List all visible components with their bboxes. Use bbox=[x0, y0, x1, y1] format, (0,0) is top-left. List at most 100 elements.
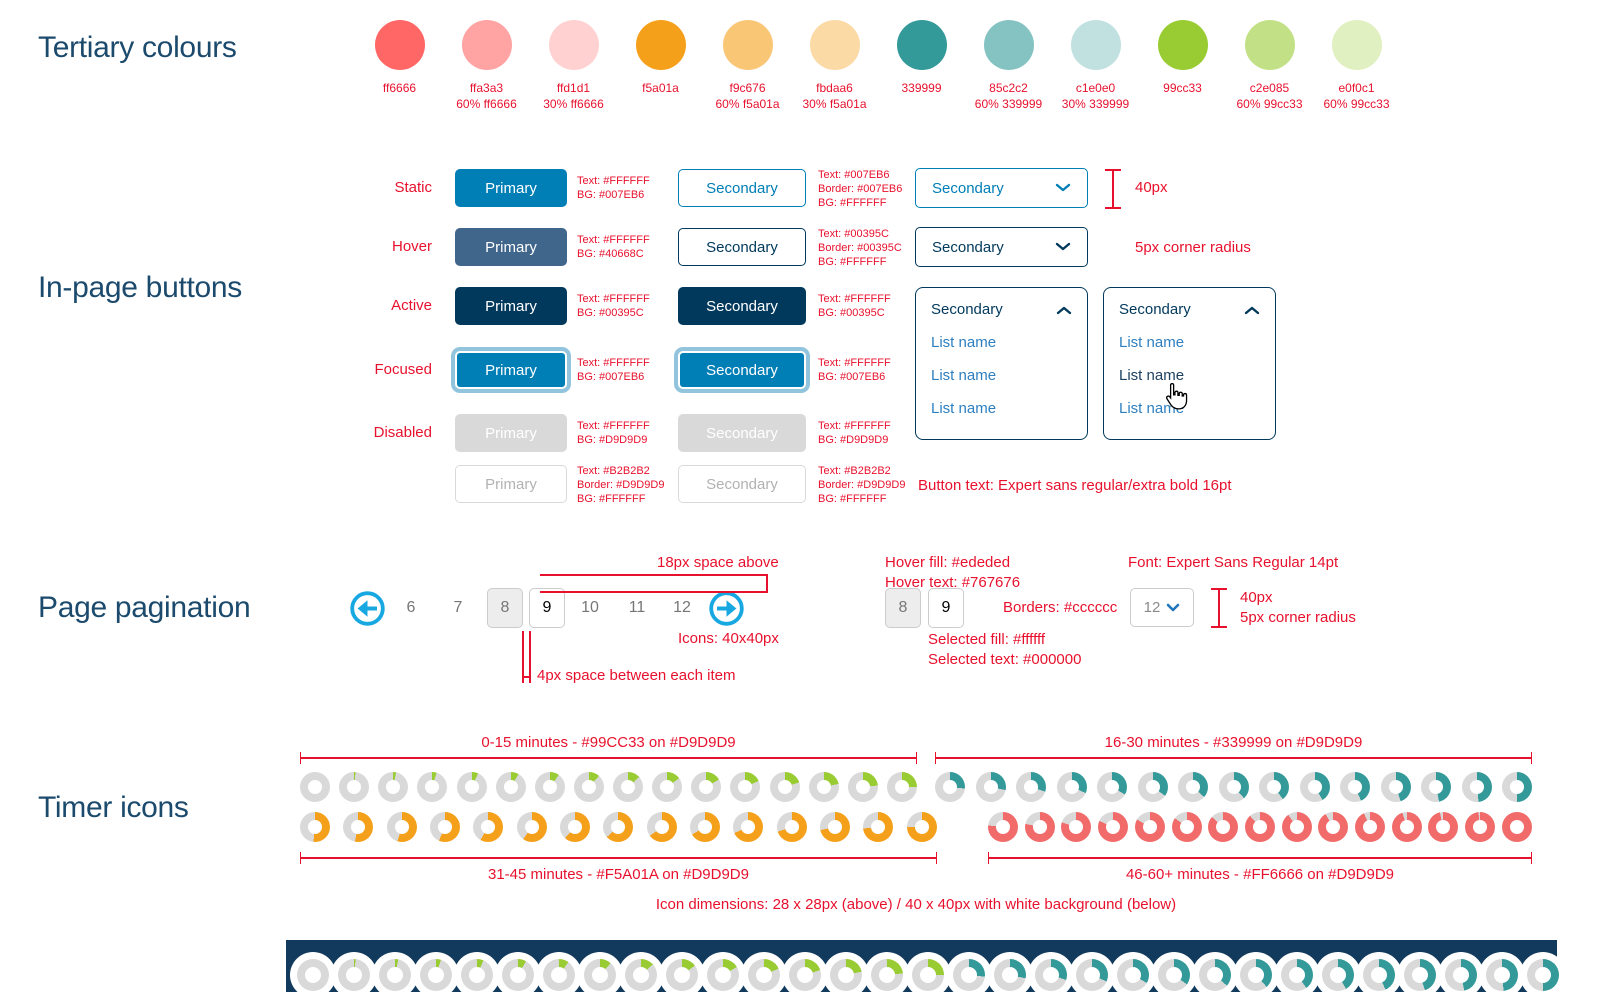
swatch-label: 99cc33 bbox=[1163, 81, 1202, 95]
page-number[interactable]: 6 bbox=[406, 599, 416, 616]
timer-icon-white-bg bbox=[1274, 952, 1320, 992]
timer-donut-icon bbox=[603, 812, 634, 842]
dropdown-header[interactable]: Secondary bbox=[1104, 288, 1275, 318]
dropdown-header[interactable]: Secondary bbox=[916, 288, 1087, 318]
timer-donut-icon bbox=[808, 772, 839, 802]
timer-icon-white-bg bbox=[454, 952, 500, 992]
timer-donut-icon bbox=[1404, 959, 1436, 991]
swatch-label: f9c676 60% f5a01a bbox=[715, 81, 780, 111]
secondary-dropdown-static[interactable]: Secondary bbox=[915, 168, 1088, 208]
timer-donut-icon bbox=[584, 959, 616, 991]
timer-donut-icon bbox=[461, 959, 493, 991]
timer-donut-icon bbox=[769, 772, 800, 802]
timer-donut-icon bbox=[338, 959, 370, 991]
timer-icon-white-bg bbox=[1192, 952, 1238, 992]
page-number-selected-sample[interactable]: 9 bbox=[928, 588, 964, 628]
timer-donut-icon bbox=[707, 959, 739, 991]
page-number-hovered[interactable]: 8 bbox=[487, 588, 523, 628]
timer-icon-white-bg bbox=[946, 952, 992, 992]
page-size-select[interactable]: 12 bbox=[1130, 588, 1194, 627]
gap-mark-line bbox=[522, 631, 524, 683]
pagination-next-icon[interactable] bbox=[708, 590, 745, 627]
secondary-button-active[interactable]: Secondary bbox=[678, 287, 806, 325]
timer-donut-icon bbox=[1199, 959, 1231, 991]
secondary-dropdown-open-hovered[interactable]: Secondary List name List name List name bbox=[1103, 287, 1276, 440]
hand-cursor-icon bbox=[1166, 383, 1188, 410]
timer-donut-icon bbox=[1461, 772, 1492, 802]
space-above-note: 18px space above bbox=[657, 554, 779, 571]
primary-button-active[interactable]: Primary bbox=[455, 287, 567, 325]
timer-donut-icon bbox=[691, 772, 722, 802]
swatch-circle bbox=[374, 20, 425, 70]
secondary-button-disabled-outline[interactable]: Secondary bbox=[678, 465, 806, 503]
gap-mark-line bbox=[529, 631, 531, 683]
primary-button-hover[interactable]: Primary bbox=[455, 228, 567, 266]
timer-donut-icon bbox=[1465, 812, 1496, 842]
timer-donut-icon bbox=[1240, 959, 1272, 991]
secondary-button-hover[interactable]: Secondary bbox=[678, 228, 806, 266]
page-number[interactable]: 7 bbox=[453, 599, 463, 616]
timer-icon-white-bg bbox=[1520, 952, 1566, 992]
borders-note: Borders: #cccccc bbox=[1003, 599, 1118, 616]
timer-icon-white-bg bbox=[1479, 952, 1525, 992]
dropdown-list-item[interactable]: List name bbox=[1119, 400, 1185, 417]
chevron-down-icon bbox=[1055, 242, 1071, 251]
dropdown-list-item[interactable]: List name bbox=[931, 400, 997, 417]
timer-donut-icon bbox=[1428, 812, 1459, 842]
timer-icon-white-bg bbox=[1069, 952, 1115, 992]
page-number[interactable]: 11 bbox=[628, 599, 646, 616]
secondary-dropdown-open[interactable]: Secondary List name List name List name bbox=[915, 287, 1088, 440]
timer-donut-icon bbox=[847, 772, 878, 802]
timer-donut-icon bbox=[906, 812, 937, 842]
timer-bar-row bbox=[290, 952, 1566, 992]
timer-donut-icon bbox=[1158, 959, 1190, 991]
pagination-prev-icon[interactable] bbox=[349, 590, 386, 627]
dropdown-list-item[interactable]: List name bbox=[931, 334, 997, 351]
dropdown-list-item-hovered[interactable]: List name bbox=[1119, 367, 1185, 384]
swatch-label: ffa3a3 60% ff6666 bbox=[456, 81, 517, 111]
page-number[interactable]: 10 bbox=[581, 599, 599, 616]
dropdown-list-item[interactable]: List name bbox=[1119, 334, 1185, 351]
timer-donut-icon bbox=[646, 812, 677, 842]
hover-spec-note: Hover fill: #ededed Hover text: #767676 bbox=[885, 554, 1021, 591]
timer-icon-white-bg bbox=[659, 952, 705, 992]
timer-donut-icon bbox=[994, 959, 1026, 991]
page-number-hovered-sample[interactable]: 8 bbox=[885, 588, 921, 628]
primary-button-disabled[interactable]: Primary bbox=[455, 414, 567, 452]
timer-donut-icon bbox=[543, 959, 575, 991]
height-note: 40px bbox=[1135, 179, 1168, 196]
secondary-button-focused[interactable]: Secondary bbox=[678, 351, 806, 389]
secondary-button-static[interactable]: Secondary bbox=[678, 169, 806, 207]
primary-button-disabled-outline[interactable]: Primary bbox=[455, 465, 567, 503]
swatch-circle bbox=[983, 20, 1034, 70]
primary-button-static[interactable]: Primary bbox=[455, 169, 567, 207]
timer-group-label: 0-15 minutes - #99CC33 on #D9D9D9 bbox=[481, 734, 736, 751]
dropdown-list-item[interactable]: List name bbox=[931, 367, 997, 384]
timer-icon-white-bg bbox=[372, 952, 418, 992]
timer-donut-icon bbox=[988, 812, 1018, 842]
swatch-circle bbox=[1331, 20, 1382, 70]
timer-donut-icon bbox=[430, 812, 461, 842]
secondary-button-disabled[interactable]: Secondary bbox=[678, 414, 806, 452]
page-number-selected[interactable]: 9 bbox=[529, 588, 565, 628]
timer-icon-white-bg bbox=[331, 952, 377, 992]
swatch-label: c2e085 60% 99cc33 bbox=[1236, 81, 1303, 111]
timer-donut-icon bbox=[456, 772, 487, 802]
section-title-page-pagination: Page pagination bbox=[38, 591, 251, 624]
colour-swatch: f5a01a bbox=[617, 20, 704, 112]
timer-donut-icon bbox=[386, 812, 417, 842]
timer-donut-icon bbox=[733, 812, 764, 842]
section-title-timer-icons: Timer icons bbox=[38, 791, 189, 824]
timer-donut-icon bbox=[1340, 772, 1370, 802]
timer-donut-icon bbox=[420, 959, 452, 991]
page-number[interactable]: 12 bbox=[673, 599, 691, 616]
timer-group-bracket bbox=[935, 752, 1532, 764]
timer-donut-icon bbox=[1363, 959, 1395, 991]
colour-swatch: e0f0c1 60% 99cc33 bbox=[1313, 20, 1400, 112]
timer-group-label: 31-45 minutes - #F5A01A on #D9D9D9 bbox=[488, 866, 749, 883]
timer-donut-icon bbox=[1178, 772, 1208, 802]
secondary-dropdown-hover[interactable]: Secondary bbox=[915, 227, 1088, 267]
primary-button-focused[interactable]: Primary bbox=[455, 351, 567, 389]
colour-swatch: fbdaa6 30% f5a01a bbox=[791, 20, 878, 112]
colour-swatch: ffa3a3 60% ff6666 bbox=[443, 20, 530, 112]
